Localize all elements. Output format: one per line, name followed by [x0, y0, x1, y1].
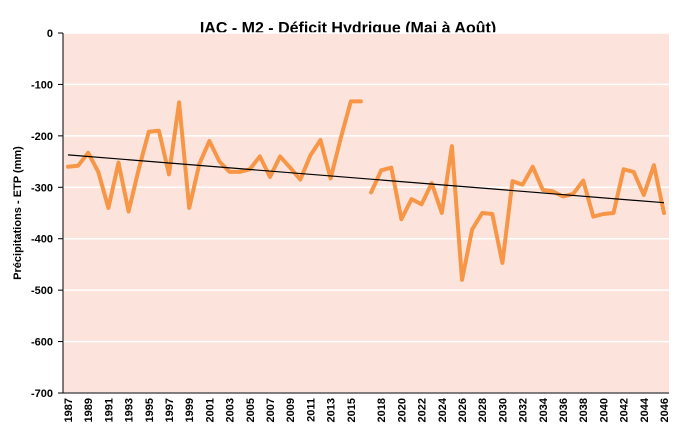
x-tick-label: 2007	[265, 398, 277, 422]
x-tick-label: 2011	[305, 398, 317, 422]
gridlines	[58, 32, 669, 394]
x-tick-label: 2015	[346, 398, 358, 422]
x-tick-label: 2022	[417, 398, 429, 422]
series-lines	[66, 99, 666, 282]
x-tick-label: 2042	[619, 398, 631, 422]
x-tick-label: 2038	[578, 398, 590, 422]
x-tick-label: 2028	[477, 398, 489, 422]
x-tick-label: 2009	[285, 398, 297, 422]
y-axis-label: Précipitations - ETP (mm)	[12, 146, 24, 280]
y-tick-label: -600	[31, 337, 53, 349]
x-tick-label: 2032	[518, 398, 530, 422]
series-line-1	[66, 99, 363, 214]
y-tick-labels: 0 -100 -200 -300 -400 -500 -600 -700	[31, 28, 53, 400]
x-tick-label: 2036	[558, 398, 570, 422]
x-tick-label: 2020	[396, 398, 408, 422]
plot-area	[63, 33, 669, 393]
x-tick-label: 1997	[164, 398, 176, 422]
trendline-layer	[67, 154, 665, 204]
plot-background	[63, 33, 669, 393]
x-tick-label: 2030	[497, 398, 509, 422]
y-tick-label: -400	[31, 234, 53, 246]
y-tick-label: -700	[31, 388, 53, 400]
x-tick-label: 2003	[225, 398, 237, 422]
x-tick-label: 1989	[83, 398, 95, 422]
y-tick-label: -500	[31, 285, 53, 297]
x-tick-label: 2013	[326, 398, 338, 422]
y-tick-label: -300	[31, 182, 53, 194]
trendline	[67, 154, 665, 204]
y-tick-label: 0	[47, 28, 53, 40]
y-tick-label: -200	[31, 131, 53, 143]
x-tick-label: 2001	[204, 398, 216, 422]
y-tick-label: -100	[31, 79, 53, 91]
x-tick-label: 2044	[639, 397, 651, 422]
x-tick-label: 2026	[457, 398, 469, 422]
x-tick-label: 1995	[144, 398, 156, 422]
x-tick-labels: 1987 1989 1991 1993 1995 1997 1999 2001 2003 2005…	[63, 397, 671, 422]
x-tick-label: 1993	[124, 398, 136, 422]
x-tick-label: 1999	[184, 398, 196, 422]
x-tick-label: 2018	[376, 398, 388, 422]
x-tick-label: 2024	[437, 397, 449, 422]
x-tick-label: 1987	[63, 398, 75, 422]
series-line-2	[369, 144, 666, 282]
x-tick-label: 2005	[245, 398, 257, 422]
x-tick-label: 2046	[659, 398, 671, 422]
x-tick-label: 2040	[598, 398, 610, 422]
x-tick-label: 1991	[103, 398, 115, 422]
x-tick-label: 2034	[538, 397, 550, 422]
